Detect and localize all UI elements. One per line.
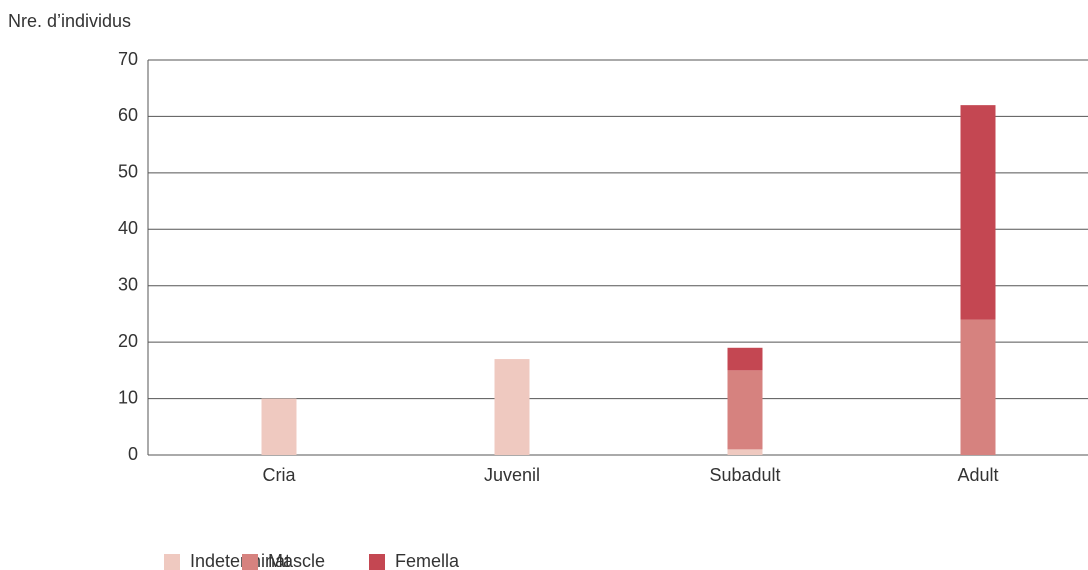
y-axis-label: Nre. d’individus [8, 11, 131, 31]
bar-segment [727, 370, 763, 450]
legend-label: Indeterminat [190, 551, 290, 570]
y-tick-label: 20 [118, 331, 138, 351]
x-tick-label: Adult [957, 465, 998, 485]
legend-swatch [164, 554, 180, 570]
y-tick-label: 40 [118, 218, 138, 238]
y-tick-label: 0 [128, 444, 138, 464]
bar-segment [261, 398, 297, 455]
bar-segment [960, 319, 996, 455]
y-tick-label: 50 [118, 162, 138, 182]
bar-segment [727, 347, 763, 371]
x-tick-label: Juvenil [484, 465, 540, 485]
legend-swatch [369, 554, 385, 570]
y-tick-label: 70 [118, 49, 138, 69]
bar-segment [494, 359, 530, 455]
x-tick-label: Subadult [709, 465, 780, 485]
legend-swatch [242, 554, 258, 570]
y-tick-label: 10 [118, 387, 138, 407]
bar-segment [727, 449, 763, 455]
y-tick-label: 30 [118, 274, 138, 294]
legend-label: Femella [395, 551, 460, 570]
bar-segment [960, 105, 996, 320]
legend-label: Mascle [268, 551, 325, 570]
y-tick-label: 60 [118, 105, 138, 125]
x-tick-label: Cria [262, 465, 296, 485]
